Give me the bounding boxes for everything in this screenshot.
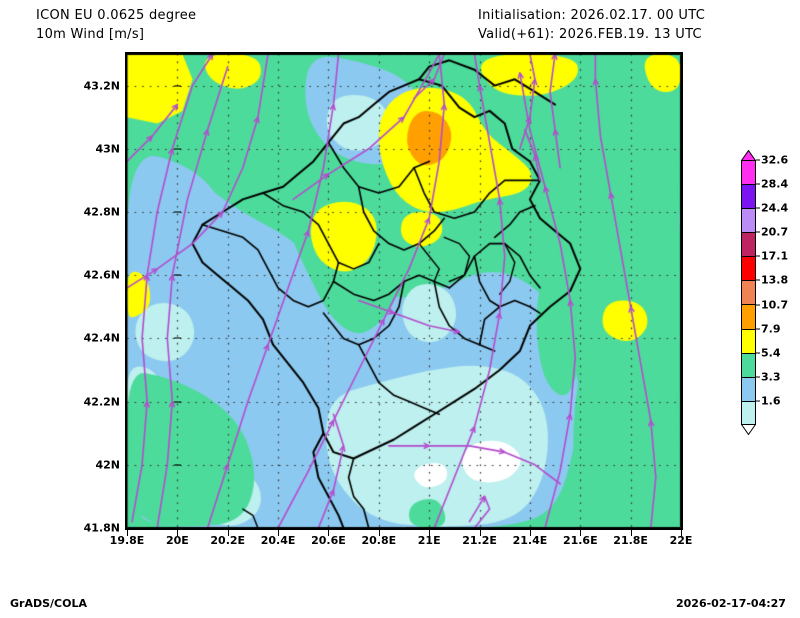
y-tick-label: 42N bbox=[95, 458, 120, 472]
model-title: ICON EU 0.0625 degree bbox=[36, 8, 197, 23]
x-tick-label: 20.6E bbox=[311, 534, 346, 547]
x-tick-label: 21E bbox=[417, 534, 441, 547]
x-tick-mark bbox=[328, 530, 330, 536]
initialisation-label: Initialisation: 2026.02.17. 00 UTC bbox=[478, 8, 706, 23]
x-tick-label: 19.8E bbox=[109, 534, 145, 547]
colorbar-label: 24.4 bbox=[761, 201, 789, 215]
y-tick-mark bbox=[174, 85, 181, 87]
field-title: 10m Wind [m/s] bbox=[36, 27, 145, 42]
y-tick-label: 41.8N bbox=[83, 521, 120, 535]
y-tick-label: 43.2N bbox=[83, 79, 120, 93]
y-tick-mark bbox=[174, 274, 181, 276]
colorbar-swatch bbox=[742, 161, 755, 186]
colorbar-swatch bbox=[742, 233, 755, 258]
x-tick-mark bbox=[177, 530, 179, 536]
y-tick-mark bbox=[174, 148, 181, 150]
x-tick-label: 20E bbox=[165, 534, 189, 547]
x-tick-label: 21.2E bbox=[462, 534, 497, 547]
x-tick-mark bbox=[227, 530, 229, 536]
x-tick-label: 21.4E bbox=[512, 534, 548, 547]
colorbar-tick bbox=[756, 352, 760, 354]
y-tick-label: 42.6N bbox=[83, 268, 120, 282]
colorbar-swatch bbox=[742, 401, 755, 426]
colorbar: 1.6 3.3 5.4 7.9 10.7 13.8 17.1 20.7 24.4 28.4 32.6 bbox=[741, 150, 788, 435]
y-tick-mark bbox=[174, 464, 181, 466]
colorbar-min-arrow-icon bbox=[741, 424, 756, 435]
colorbar-label: 20.7 bbox=[761, 225, 789, 239]
x-tick-label: 20.2E bbox=[210, 534, 246, 547]
colorbar-label: 7.9 bbox=[761, 322, 781, 336]
colorbar-tick bbox=[756, 279, 760, 281]
y-tick-mark bbox=[174, 401, 181, 403]
colorbar-swatch bbox=[742, 377, 755, 402]
credit-label: GrADS/COLA bbox=[10, 597, 87, 610]
x-tick-label: 22E bbox=[669, 534, 693, 547]
colorbar-label: 5.4 bbox=[761, 346, 781, 360]
x-tick-label: 21.8E bbox=[613, 534, 648, 547]
y-tick-mark bbox=[174, 527, 181, 529]
x-tick-mark bbox=[681, 530, 682, 536]
x-tick-mark bbox=[479, 530, 481, 536]
map-plot-area[interactable] bbox=[125, 52, 683, 530]
colorbar-tick bbox=[756, 231, 760, 233]
y-tick-label: 42.4N bbox=[83, 331, 120, 345]
colorbar-label: 32.6 bbox=[761, 153, 789, 167]
colorbar-label: 17.1 bbox=[761, 249, 789, 263]
x-tick-mark bbox=[580, 530, 582, 536]
x-tick-mark bbox=[278, 530, 280, 536]
colorbar-label: 1.6 bbox=[761, 394, 781, 408]
y-tick-mark bbox=[174, 211, 181, 213]
colorbar-swatch bbox=[742, 209, 755, 234]
x-tick-mark bbox=[529, 530, 531, 536]
x-tick-label: 20.4E bbox=[260, 534, 296, 547]
colorbar-swatches bbox=[741, 160, 756, 426]
x-tick-mark bbox=[127, 530, 128, 536]
colorbar-label: 10.7 bbox=[761, 298, 789, 312]
colorbar-label: 3.3 bbox=[761, 370, 781, 384]
colorbar-tick bbox=[756, 159, 760, 161]
colorbar-swatch bbox=[742, 329, 755, 354]
colorbar-tick bbox=[756, 400, 760, 402]
x-tick-mark bbox=[378, 530, 380, 536]
colorbar-tick bbox=[756, 376, 760, 378]
colorbar-tick bbox=[756, 328, 760, 330]
colorbar-swatch bbox=[742, 305, 755, 330]
y-tick-label: 43N bbox=[95, 142, 120, 156]
y-axis: 41.8N 42N 42.2N 42.4N 42.6N 42.8N 43N 43.2N bbox=[55, 0, 181, 618]
colorbar-tick bbox=[756, 183, 760, 185]
colorbar-tick bbox=[756, 304, 760, 306]
colorbar-tick bbox=[756, 207, 760, 209]
x-tick-label: 20.8E bbox=[361, 534, 397, 547]
wind-speed-raster bbox=[127, 54, 681, 528]
colorbar-tick bbox=[756, 255, 760, 257]
valid-time-label: Valid(+61): 2026.FEB.19. 13 UTC bbox=[478, 27, 702, 42]
x-tick-mark bbox=[429, 530, 431, 536]
generation-timestamp: 2026-02-17-04:27 bbox=[676, 597, 786, 610]
x-tick-label: 21.6E bbox=[562, 534, 598, 547]
colorbar-label: 13.8 bbox=[761, 273, 789, 287]
colorbar-swatch bbox=[742, 281, 755, 306]
colorbar-swatch bbox=[742, 185, 755, 210]
colorbar-label: 28.4 bbox=[761, 177, 789, 191]
colorbar-swatch bbox=[742, 257, 755, 282]
y-tick-label: 42.8N bbox=[83, 205, 120, 219]
colorbar-swatch bbox=[742, 353, 755, 378]
x-tick-mark bbox=[630, 530, 632, 536]
y-tick-label: 42.2N bbox=[83, 395, 120, 409]
y-tick-mark bbox=[174, 337, 181, 339]
